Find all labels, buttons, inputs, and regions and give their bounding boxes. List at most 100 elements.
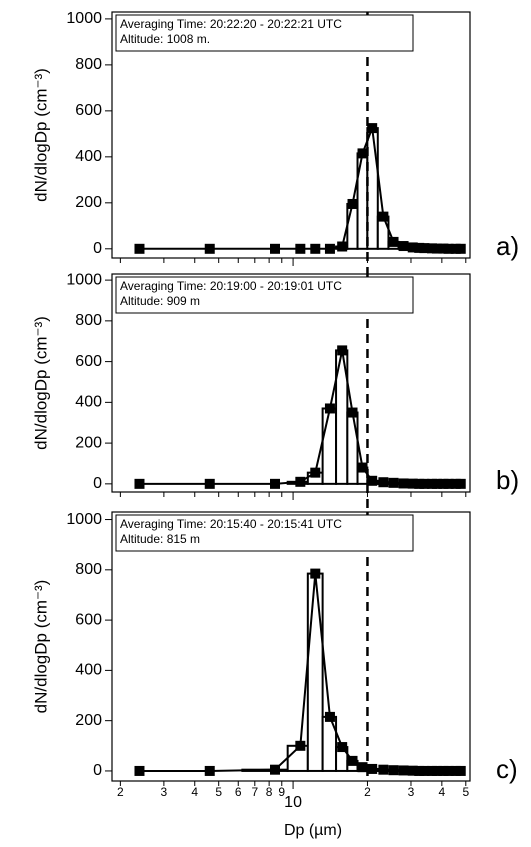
marker	[455, 243, 466, 254]
marker	[398, 765, 409, 776]
y-tick-label: 800	[75, 312, 102, 329]
marker	[455, 478, 466, 489]
marker	[204, 243, 215, 254]
marker	[324, 403, 335, 414]
x-tick-label: 5	[215, 785, 222, 799]
y-tick-label: 1000	[66, 511, 102, 528]
bar	[306, 572, 324, 772]
marker	[431, 478, 442, 489]
annotation: Altitude: 815 m	[120, 532, 200, 546]
marker	[134, 765, 145, 776]
y-tick-label: 400	[75, 148, 102, 165]
marker	[367, 763, 378, 774]
marker	[347, 407, 358, 418]
plot-frame	[111, 273, 471, 493]
annotation-box	[115, 14, 414, 52]
x-tick-label: 2	[117, 785, 124, 799]
y-tick-label: 200	[75, 434, 102, 451]
marker	[431, 243, 442, 254]
annotation-box	[115, 514, 414, 552]
marker	[295, 740, 306, 751]
marker	[407, 765, 418, 776]
marker	[270, 764, 281, 775]
annotation-box	[115, 276, 414, 314]
marker	[337, 241, 348, 252]
marker	[407, 478, 418, 489]
marker	[388, 477, 399, 488]
marker	[357, 148, 368, 159]
marker	[204, 478, 215, 489]
y-tick-label: 600	[75, 102, 102, 119]
marker	[270, 478, 281, 489]
marker	[419, 765, 430, 776]
marker	[295, 243, 306, 254]
marker	[357, 462, 368, 473]
bar	[321, 407, 338, 485]
y-tick-label: 0	[93, 475, 102, 492]
marker	[347, 198, 358, 209]
marker	[337, 742, 348, 753]
panel-label: b)	[496, 465, 519, 495]
marker	[388, 236, 399, 247]
annotation: Averaging Time: 20:19:00 - 20:19:01 UTC	[120, 279, 342, 293]
x-tick-label: 4	[439, 785, 446, 799]
marker	[134, 243, 145, 254]
x-tick-label: 5	[462, 785, 469, 799]
marker	[324, 711, 335, 722]
marker	[324, 243, 335, 254]
data-line	[139, 127, 461, 250]
marker	[134, 478, 145, 489]
marker	[367, 475, 378, 486]
y-tick-label: 400	[75, 394, 102, 411]
marker	[443, 765, 454, 776]
marker	[357, 762, 368, 773]
marker	[204, 765, 215, 776]
panel-label: c)	[496, 754, 518, 784]
marker	[419, 478, 430, 489]
marker	[438, 765, 449, 776]
annotation: Altitude: 909 m	[120, 294, 200, 308]
marker	[419, 243, 430, 254]
y-axis-label: dN/dlogDp (cm⁻³)	[31, 316, 50, 450]
marker	[310, 467, 321, 478]
marker	[337, 345, 348, 356]
marker	[455, 765, 466, 776]
bar	[346, 411, 359, 485]
y-tick-label: 200	[75, 712, 102, 729]
bar	[346, 202, 359, 250]
y-axis-label: dN/dlogDp (cm⁻³)	[31, 580, 50, 714]
bar	[366, 127, 379, 250]
y-tick-label: 1000	[66, 10, 102, 27]
x-tick-label: 2	[364, 785, 371, 799]
y-tick-label: 600	[75, 611, 102, 628]
data-line	[139, 350, 461, 485]
x-tick-label: 8	[266, 785, 273, 799]
plot-frame	[111, 511, 471, 782]
marker	[431, 765, 442, 776]
marker	[270, 243, 281, 254]
plot-frame	[111, 11, 471, 259]
marker	[367, 123, 378, 134]
y-tick-label: 400	[75, 662, 102, 679]
marker	[407, 242, 418, 253]
marker	[443, 243, 454, 254]
marker	[295, 476, 306, 487]
y-tick-label: 600	[75, 353, 102, 370]
x-tick-label: 3	[161, 785, 168, 799]
x-tick-label: 6	[235, 785, 242, 799]
marker	[310, 568, 321, 579]
x-tick-label: 9	[278, 785, 285, 799]
marker	[414, 765, 425, 776]
marker	[378, 764, 389, 775]
x-tick-label: 3	[408, 785, 415, 799]
marker	[450, 478, 461, 489]
y-tick-label: 1000	[66, 271, 102, 288]
y-tick-label: 0	[93, 762, 102, 779]
y-tick-label: 200	[75, 194, 102, 211]
marker	[347, 755, 358, 766]
marker	[378, 211, 389, 222]
annotation: Altitude: 1008 m.	[120, 32, 210, 46]
marker	[414, 478, 425, 489]
x-axis-label: Dp (µm)	[284, 822, 342, 839]
x-tick-label: 4	[191, 785, 198, 799]
